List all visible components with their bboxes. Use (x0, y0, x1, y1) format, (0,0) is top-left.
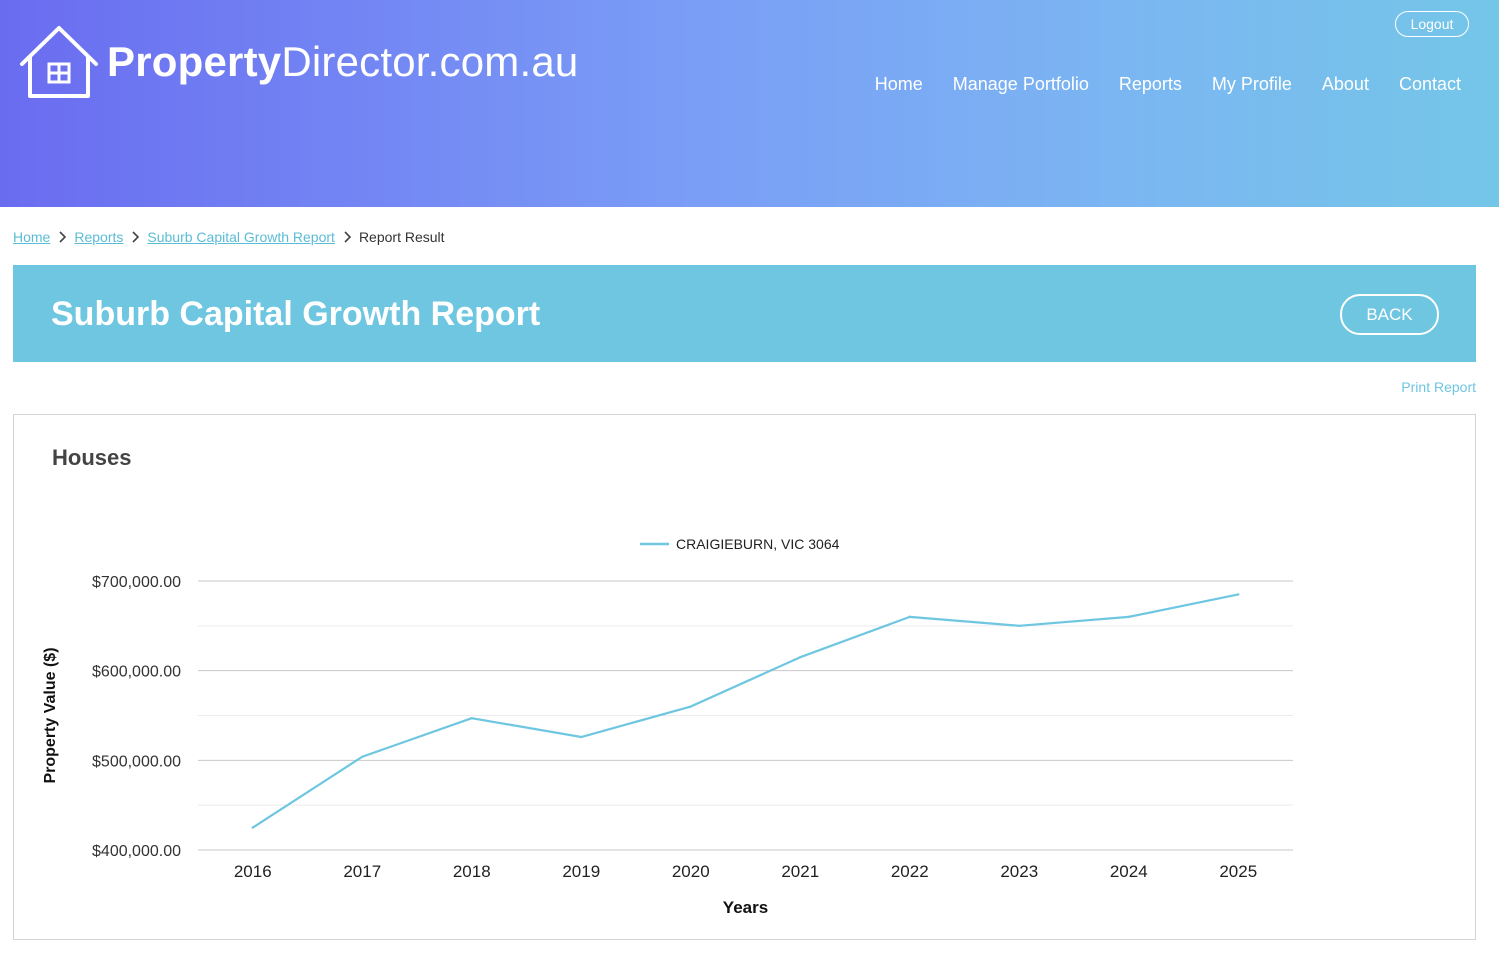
chart-card-title: Houses (52, 445, 132, 470)
y-axis-title: Property Value ($) (42, 647, 59, 783)
house-logo-icon (20, 26, 98, 98)
breadcrumb: Home Reports Suburb Capital Growth Repor… (13, 229, 445, 245)
data-point (908, 615, 911, 619)
site-logo[interactable]: PropertyDirector.com.au (107, 38, 578, 86)
data-point (361, 755, 364, 758)
chevron-right-icon (344, 231, 352, 243)
chevron-right-icon (132, 231, 140, 243)
line-chart: $400,000.00 $500,000.00 $600,000.00 $700,00… (42, 536, 1293, 917)
report-banner: Suburb Capital Growth Report BACK (13, 265, 1476, 362)
data-point (1018, 624, 1021, 628)
breadcrumb-current: Report Result (358, 229, 445, 245)
nav-manage-portfolio[interactable]: Manage Portfolio (952, 74, 1089, 94)
chart-card: Houses $400,000.00 $500,000.00 $600,000.00… (13, 414, 1476, 940)
x-tick-label: 2023 (1000, 862, 1038, 881)
nav-about[interactable]: About (1321, 74, 1369, 94)
site-header: PropertyDirector.com.au Logout Home Mana… (0, 0, 1499, 207)
nav-reports[interactable]: Reports (1118, 74, 1182, 94)
x-tick-label: 2017 (343, 862, 381, 881)
logo-text-bold: Property (107, 38, 282, 85)
breadcrumb-home[interactable]: Home (13, 229, 51, 245)
nav-contact[interactable]: Contact (1398, 74, 1461, 94)
y-tick-label: $600,000.00 (92, 664, 181, 681)
y-tick-label: $400,000.00 (92, 843, 181, 860)
print-report-link[interactable]: Print Report (1401, 379, 1476, 395)
x-tick-label: 2025 (1219, 862, 1257, 881)
breadcrumb-suburb-capital-growth-report[interactable]: Suburb Capital Growth Report (147, 229, 335, 245)
series-line (252, 593, 1239, 829)
data-point (580, 735, 583, 739)
x-tick-label: 2018 (453, 862, 491, 881)
x-tick-label: 2024 (1110, 862, 1148, 881)
data-point (1127, 615, 1130, 619)
nav-home[interactable]: Home (874, 74, 923, 94)
nav-my-profile[interactable]: My Profile (1211, 74, 1292, 94)
y-tick-label: $700,000.00 (92, 574, 181, 591)
logo-text-regular: Director.com.au (281, 38, 579, 85)
main-nav: Home Manage Portfolio Reports My Profile… (845, 74, 1461, 95)
x-axis-title: Years (723, 898, 768, 917)
page-title: Suburb Capital Growth Report (51, 295, 541, 333)
x-tick-label: 2022 (891, 862, 929, 881)
data-point (251, 826, 254, 829)
x-tick-label: 2016 (234, 862, 272, 881)
legend-label: CRAIGIEBURN, VIC 3064 (676, 536, 840, 552)
data-point (799, 656, 802, 659)
x-tick-label: 2020 (672, 862, 710, 881)
data-point (689, 705, 692, 708)
y-tick-label: $500,000.00 (92, 753, 181, 770)
data-point (470, 716, 473, 720)
x-tick-label: 2019 (562, 862, 600, 881)
breadcrumb-reports[interactable]: Reports (74, 229, 124, 245)
data-point (1237, 593, 1240, 596)
x-tick-label: 2021 (781, 862, 819, 881)
chevron-right-icon (59, 231, 67, 243)
logout-button[interactable]: Logout (1395, 11, 1469, 37)
back-button[interactable]: BACK (1340, 294, 1439, 335)
